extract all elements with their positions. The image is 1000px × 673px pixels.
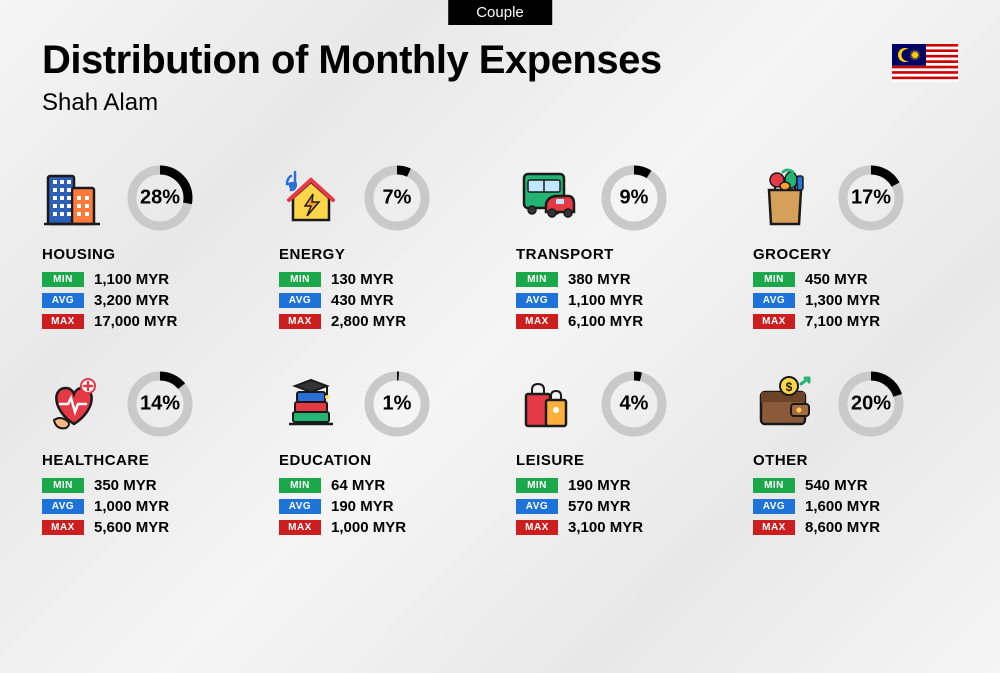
min-value: 130 MYR [331, 271, 394, 288]
avg-value: 1,100 MYR [568, 292, 643, 309]
category-name: HOUSING [42, 246, 247, 263]
min-label: MIN [516, 478, 558, 493]
max-label: MAX [516, 520, 558, 535]
min-label: MIN [42, 272, 84, 287]
min-label: MIN [279, 478, 321, 493]
min-label: MIN [753, 272, 795, 287]
percent-ring: 4% [598, 368, 670, 440]
avg-label: AVG [42, 293, 84, 308]
percent-ring: 20% [835, 368, 907, 440]
min-label: MIN [516, 272, 558, 287]
grad-books-icon [279, 372, 343, 436]
bus-car-icon [516, 166, 580, 230]
percent-value: 9% [620, 187, 649, 210]
percent-value: 1% [383, 393, 412, 416]
percent-ring: 9% [598, 162, 670, 234]
category-name: HEALTHCARE [42, 452, 247, 469]
expense-card-other: $ 20% OTHER MIN 540 MYR AVG 1,600 MYR [753, 368, 958, 540]
expense-card-grocery: 17% GROCERY MIN 450 MYR AVG 1,300 MYR MA… [753, 162, 958, 334]
min-value: 190 MYR [568, 477, 631, 494]
avg-value: 1,600 MYR [805, 498, 880, 515]
max-label: MAX [279, 520, 321, 535]
max-value: 17,000 MYR [94, 313, 177, 330]
category-name: TRANSPORT [516, 246, 721, 263]
max-label: MAX [279, 314, 321, 329]
grocery-bag-icon [753, 166, 817, 230]
max-value: 7,100 MYR [805, 313, 880, 330]
expense-card-transport: 9% TRANSPORT MIN 380 MYR AVG 1,100 MYR M… [516, 162, 721, 334]
min-value: 1,100 MYR [94, 271, 169, 288]
expense-grid: 28% HOUSING MIN 1,100 MYR AVG 3,200 MYR … [42, 162, 958, 540]
max-value: 3,100 MYR [568, 519, 643, 536]
percent-value: 14% [140, 393, 180, 416]
min-label: MIN [753, 478, 795, 493]
percent-ring: 7% [361, 162, 433, 234]
expense-card-housing: 28% HOUSING MIN 1,100 MYR AVG 3,200 MYR … [42, 162, 247, 334]
shopping-bags-icon [516, 372, 580, 436]
min-value: 380 MYR [568, 271, 631, 288]
category-name: GROCERY [753, 246, 958, 263]
max-label: MAX [753, 314, 795, 329]
max-value: 1,000 MYR [331, 519, 406, 536]
expense-card-energy: 7% ENERGY MIN 130 MYR AVG 430 MYR MAX 2,… [279, 162, 484, 334]
min-value: 450 MYR [805, 271, 868, 288]
buildings-icon [42, 166, 106, 230]
category-name: OTHER [753, 452, 958, 469]
category-name: LEISURE [516, 452, 721, 469]
percent-value: 7% [383, 187, 412, 210]
min-value: 64 MYR [331, 477, 385, 494]
min-label: MIN [42, 478, 84, 493]
max-label: MAX [753, 520, 795, 535]
percent-value: 4% [620, 393, 649, 416]
percent-ring: 28% [124, 162, 196, 234]
max-label: MAX [516, 314, 558, 329]
min-label: MIN [279, 272, 321, 287]
expense-card-leisure: 4% LEISURE MIN 190 MYR AVG 570 MYR MAX 3… [516, 368, 721, 540]
health-heart-icon [42, 372, 106, 436]
min-value: 540 MYR [805, 477, 868, 494]
page-subtitle: Shah Alam [42, 89, 958, 117]
avg-label: AVG [516, 293, 558, 308]
category-name: EDUCATION [279, 452, 484, 469]
percent-value: 20% [851, 393, 891, 416]
avg-label: AVG [753, 293, 795, 308]
percent-value: 17% [851, 187, 891, 210]
expense-card-education: 1% EDUCATION MIN 64 MYR AVG 190 MYR MAX … [279, 368, 484, 540]
avg-label: AVG [516, 499, 558, 514]
avg-value: 430 MYR [331, 292, 394, 309]
avg-label: AVG [279, 499, 321, 514]
percent-ring: 1% [361, 368, 433, 440]
energy-house-icon [279, 166, 343, 230]
avg-value: 1,300 MYR [805, 292, 880, 309]
header: Distribution of Monthly Expenses Shah Al… [42, 38, 958, 117]
avg-label: AVG [42, 499, 84, 514]
max-value: 6,100 MYR [568, 313, 643, 330]
max-value: 8,600 MYR [805, 519, 880, 536]
percent-ring: 17% [835, 162, 907, 234]
expense-card-healthcare: 14% HEALTHCARE MIN 350 MYR AVG 1,000 MYR… [42, 368, 247, 540]
avg-label: AVG [753, 499, 795, 514]
avg-value: 570 MYR [568, 498, 631, 515]
max-label: MAX [42, 314, 84, 329]
household-tag: Couple [448, 0, 552, 25]
page-title: Distribution of Monthly Expenses [42, 38, 958, 83]
avg-label: AVG [279, 293, 321, 308]
min-value: 350 MYR [94, 477, 157, 494]
avg-value: 190 MYR [331, 498, 394, 515]
max-value: 2,800 MYR [331, 313, 406, 330]
wallet-icon: $ [753, 372, 817, 436]
malaysia-flag-icon: M6.00,0.00 L2.70,1.30 L3.74,4.69 L0.67,2… [892, 44, 958, 82]
percent-value: 28% [140, 187, 180, 210]
avg-value: 1,000 MYR [94, 498, 169, 515]
avg-value: 3,200 MYR [94, 292, 169, 309]
max-value: 5,600 MYR [94, 519, 169, 536]
percent-ring: 14% [124, 368, 196, 440]
svg-text:$: $ [786, 380, 793, 394]
category-name: ENERGY [279, 246, 484, 263]
max-label: MAX [42, 520, 84, 535]
